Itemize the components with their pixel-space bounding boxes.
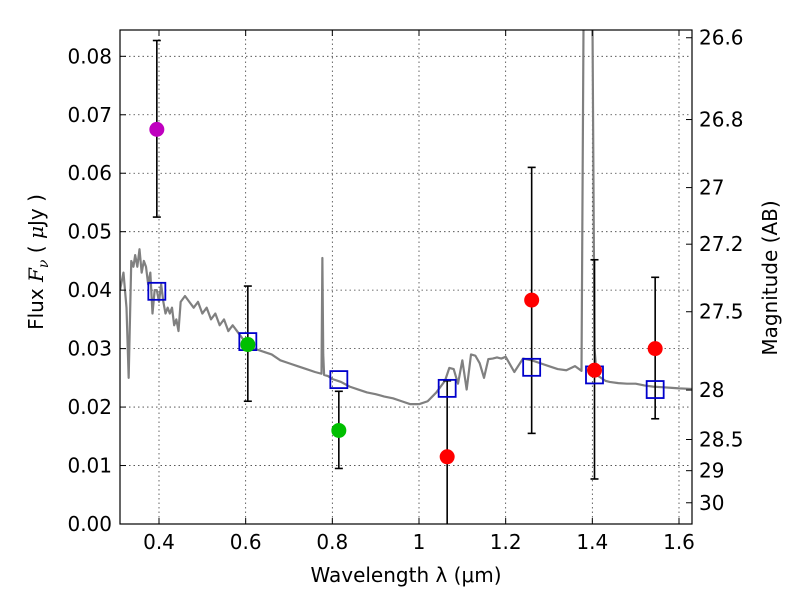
x-tick-label: 0.6 [230, 530, 262, 554]
magnitude-tick-label: 28 [699, 378, 724, 402]
y-tick-label: 0.06 [67, 161, 112, 185]
magnitude-tick-label: 29 [699, 459, 724, 483]
magnitude-tick-label: 27.2 [699, 232, 744, 256]
x-tick-label: 0.8 [316, 530, 348, 554]
photometry-point [439, 449, 455, 465]
x-axis-label: Wavelength λ (μm) [310, 563, 501, 587]
y-axis-ticks: 0.00 0.01 0.02 0.03 0.04 0.05 0.06 0.07 0.08 [67, 44, 126, 536]
plot-frame [119, 29, 693, 525]
model-band-square [147, 281, 167, 301]
y-axis-label-mu: μ [24, 226, 48, 239]
photometry-point [524, 292, 540, 308]
x-axis-ticks: 0.4 0.6 0.8 1 1.2 1.4 1.6 [143, 30, 695, 554]
y-axis-label-flux: Flux [24, 282, 48, 330]
y-tick-label: 0.04 [67, 278, 112, 302]
x-tick-label: 1.4 [576, 530, 608, 554]
magnitude-tick-label: 27 [699, 176, 724, 200]
magnitude-tick-label: 26.6 [699, 26, 744, 50]
photometry-point [587, 362, 602, 378]
model-band-square [522, 357, 542, 377]
model-spectrum-line [120, 30, 692, 406]
y-axis-label-unit: Jy ) [24, 194, 48, 228]
y-tick-label: 0.07 [67, 103, 112, 127]
x-tick-label: 1.2 [490, 530, 522, 554]
y-axis-label-subscript: ν [36, 259, 52, 268]
magnitude-axis-label: Magnitude (AB) [758, 200, 782, 355]
model-band-square [645, 380, 665, 399]
x-tick-label: 1 [413, 530, 426, 554]
magnitude-axis-ticks: 26.6 26.8 27 27.2 27.5 28 28.5 29 30 [686, 26, 744, 515]
magnitude-tick-label: 27.5 [699, 300, 744, 324]
photometry-point [331, 422, 347, 438]
photometry-point [647, 341, 663, 357]
y-tick-label: 0.03 [67, 337, 112, 361]
magnitude-tick-label: 26.8 [699, 108, 744, 132]
y-tick-label: 0.05 [67, 220, 112, 244]
y-tick-label: 0.01 [67, 454, 112, 478]
magnitude-tick-label: 30 [699, 491, 724, 515]
y-axis-label-symbol: F [24, 267, 48, 283]
x-tick-label: 1.6 [663, 530, 695, 554]
photometry-point [149, 121, 165, 137]
magnitude-tick-label: 28.5 [699, 428, 744, 452]
model-band-square [437, 378, 457, 398]
photometry-points [149, 121, 663, 465]
model-band-square [329, 370, 349, 390]
y-tick-label: 0.02 [67, 395, 112, 419]
y-axis-label: Flux Fν ( μJy ) [24, 194, 52, 330]
y-axis-label-open: ( [24, 239, 48, 260]
y-tick-label: 0.08 [67, 44, 112, 68]
x-tick-label: 0.4 [143, 530, 175, 554]
model-band-fluxes [147, 281, 665, 399]
grid [120, 30, 692, 524]
y-tick-label: 0.00 [67, 512, 112, 536]
photometry-point [240, 337, 256, 353]
